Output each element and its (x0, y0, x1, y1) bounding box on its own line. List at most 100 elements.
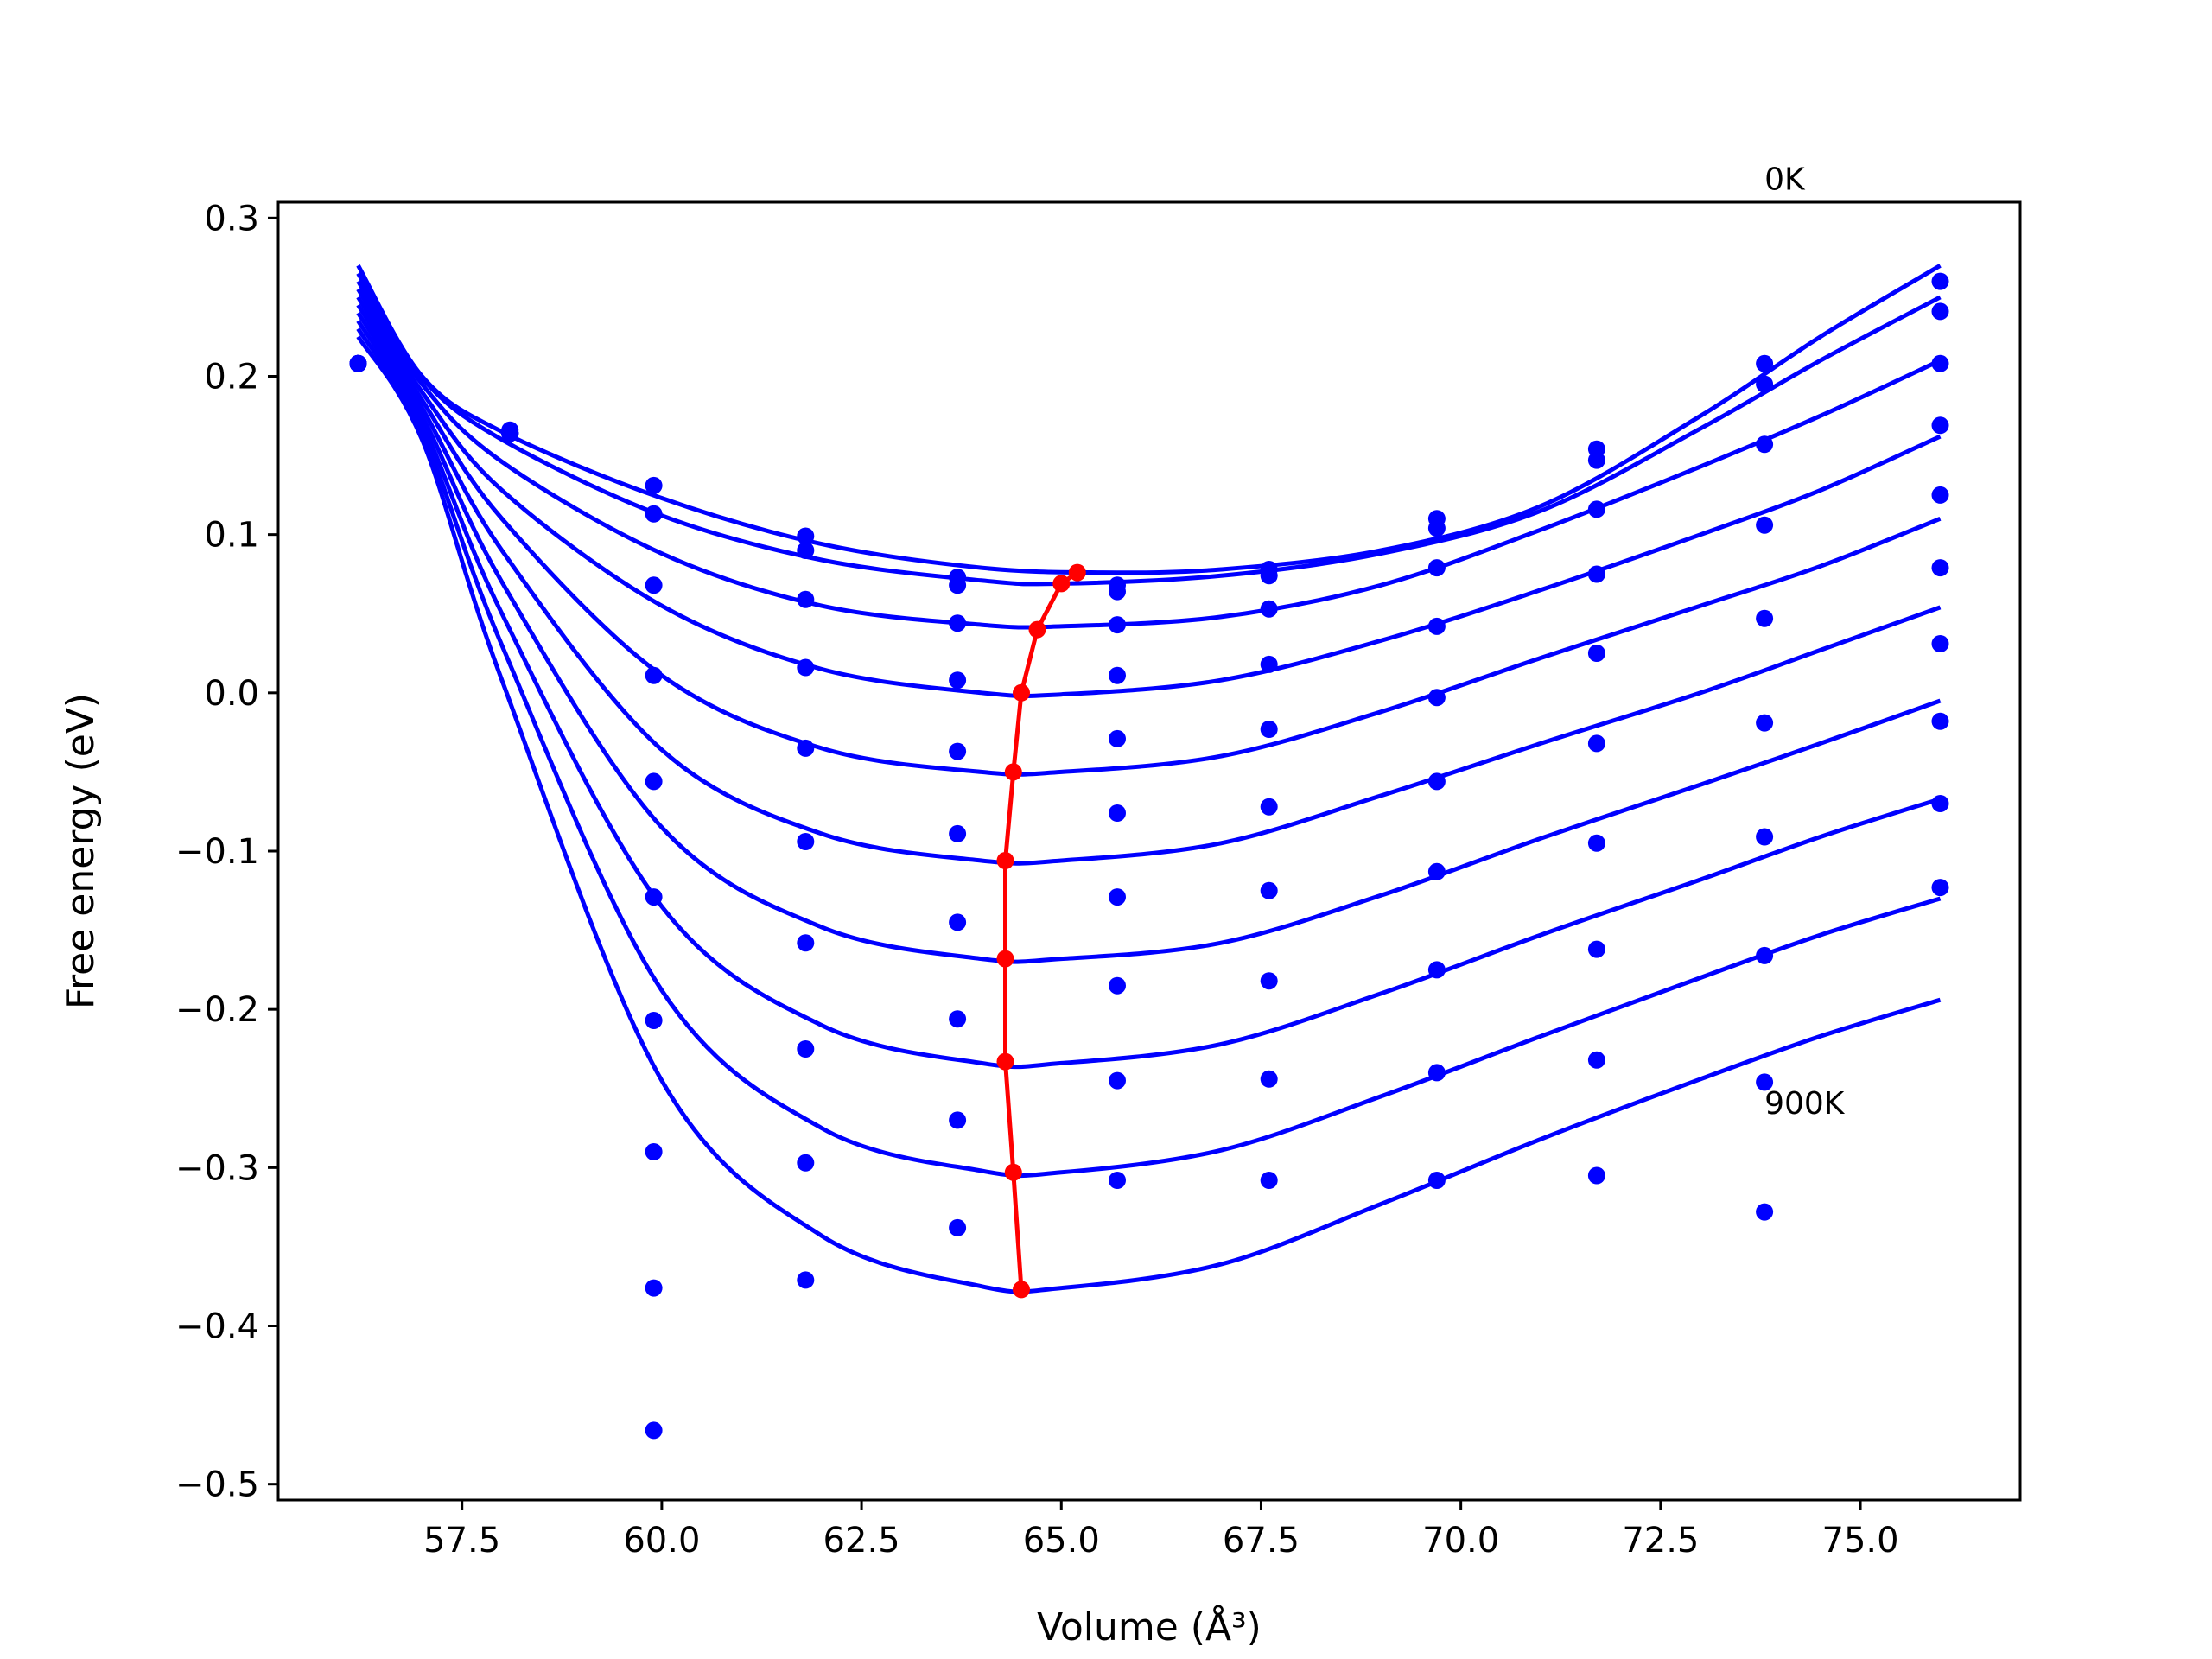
data-point (501, 424, 519, 442)
data-point (1260, 1070, 1278, 1088)
data-point (1260, 600, 1278, 618)
x-axis-label: Volume (Å³) (1037, 1604, 1262, 1649)
data-point (1756, 375, 1774, 393)
data-point (797, 527, 815, 545)
data-point (1931, 486, 1949, 504)
data-point (1756, 354, 1774, 372)
data-point (1260, 1172, 1278, 1189)
data-point (949, 824, 967, 842)
data-point (1427, 1064, 1446, 1082)
minimum-line (1003, 570, 1079, 1290)
data-point (1427, 559, 1446, 577)
data-point (1109, 1172, 1126, 1189)
y-tick-label: −0.3 (175, 1148, 259, 1188)
data-point (1756, 714, 1774, 732)
y-tick-label: −0.1 (175, 832, 259, 872)
data-point (1109, 804, 1126, 822)
minimum-point (1028, 620, 1046, 639)
minimum-point (1052, 575, 1071, 593)
data-point (1756, 828, 1774, 846)
data-point (1260, 881, 1278, 899)
data-points (349, 272, 1949, 1440)
fit-curve-8 (356, 327, 1942, 1179)
data-point (1587, 500, 1605, 518)
data-point (645, 772, 663, 791)
data-point (797, 590, 815, 608)
minimum-point (996, 950, 1014, 968)
data-point (645, 1421, 663, 1440)
data-point (1756, 435, 1774, 454)
minimum-point (996, 1052, 1014, 1071)
data-point (949, 1111, 967, 1129)
minimum-point (1013, 683, 1030, 702)
fit-curve-1 (356, 272, 1942, 587)
data-point (1756, 516, 1774, 534)
fit-curve-2 (356, 280, 1942, 630)
data-point (1587, 1166, 1605, 1185)
data-point (1427, 961, 1446, 979)
data-point (1931, 879, 1949, 897)
fit-curve-3 (356, 288, 1942, 698)
data-point (949, 742, 967, 760)
data-point (949, 913, 967, 931)
data-point (1260, 721, 1278, 738)
x-tick-label: 60.0 (623, 1521, 700, 1560)
data-point (1931, 559, 1949, 577)
data-point (1260, 567, 1278, 585)
data-point (949, 1010, 967, 1028)
data-point (645, 1012, 663, 1029)
data-point (1587, 734, 1605, 753)
data-point (797, 1154, 815, 1172)
data-point (1587, 940, 1605, 958)
data-point (645, 666, 663, 684)
data-point (1756, 609, 1774, 627)
x-axis-ticks: 57.5 60.0 62.5 65.0 67.5 70.0 72.5 75.0 (423, 1500, 1899, 1560)
x-tick-label: 57.5 (423, 1521, 500, 1560)
data-point (1931, 302, 1949, 321)
data-point (645, 888, 663, 906)
annotation-label: 0K (1764, 162, 1806, 197)
fit-curve-4 (356, 296, 1942, 777)
data-point (1260, 655, 1278, 673)
data-point (1427, 1172, 1446, 1189)
fit-curve-9 (356, 335, 1942, 1294)
fit-curve-5 (356, 303, 1942, 866)
data-point (949, 576, 967, 594)
data-point (1587, 1051, 1605, 1069)
data-point (797, 1040, 815, 1058)
data-point (1931, 795, 1949, 812)
data-point (1756, 946, 1774, 964)
data-point (1427, 772, 1446, 791)
x-tick-label: 70.0 (1422, 1521, 1499, 1560)
annotation-label: 900K (1764, 1086, 1846, 1122)
y-tick-label: 0.1 (204, 516, 259, 556)
data-point (645, 505, 663, 523)
minimum-point (1004, 763, 1022, 781)
data-point (1931, 272, 1949, 290)
data-point (797, 542, 815, 559)
data-point (1587, 451, 1605, 469)
data-point (1587, 645, 1605, 662)
data-point (797, 934, 815, 952)
fit-curve-7 (356, 320, 1942, 1070)
data-point (1260, 798, 1278, 816)
data-point (1109, 582, 1126, 601)
y-tick-label: −0.5 (175, 1465, 259, 1505)
data-point (1931, 354, 1949, 372)
y-tick-label: −0.2 (175, 990, 259, 1030)
data-point (1756, 1203, 1774, 1221)
y-tick-label: 0.3 (204, 199, 259, 238)
data-point (645, 1279, 663, 1297)
data-point (645, 476, 663, 494)
fit-curves (356, 264, 1942, 1294)
data-point (1427, 519, 1446, 537)
minimum-line-group (996, 563, 1086, 1299)
data-point (949, 614, 967, 632)
data-point (949, 671, 967, 690)
data-point (1109, 888, 1126, 906)
data-point (1587, 834, 1605, 852)
data-point (645, 1143, 663, 1160)
minimum-point (996, 852, 1014, 869)
data-point (1109, 666, 1126, 684)
data-point (1931, 712, 1949, 730)
